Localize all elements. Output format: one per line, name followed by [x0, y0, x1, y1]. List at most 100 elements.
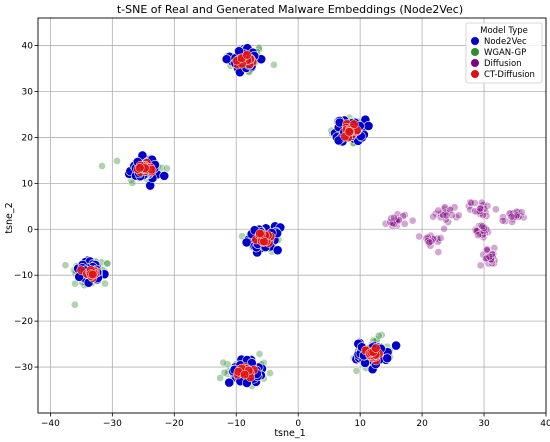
x-tick-label: 30 — [478, 419, 490, 429]
point-wgan-gp — [220, 368, 229, 377]
point-node2vec — [159, 170, 170, 181]
x-axis-label: tsne_1 — [274, 428, 305, 439]
legend-marker-node2vec — [471, 37, 479, 45]
plot-area: −40 −30 −20 −10 0 10 20 30 40 −30 −20 −10 0 10 20 30 40 M… — [14, 17, 550, 429]
point-diffusion — [476, 204, 485, 213]
point-node2vec — [272, 245, 283, 256]
point-diffusion — [476, 210, 484, 218]
point-wgan-gp — [352, 367, 361, 375]
point-diffusion — [472, 227, 481, 235]
point-ct-diffusion — [371, 343, 381, 353]
point-diffusion — [446, 206, 455, 214]
point-diffusion — [425, 238, 434, 247]
x-tick-label: −40 — [41, 419, 60, 429]
point-diffusion — [387, 214, 395, 223]
x-tick-label: 40 — [540, 419, 550, 429]
point-ct-diffusion — [344, 127, 354, 137]
point-diffusion — [455, 211, 463, 220]
point-diffusion — [436, 234, 445, 242]
y-tick-label: 0 — [27, 225, 33, 235]
y-tick-label: 20 — [22, 133, 34, 143]
point-wgan-gp — [377, 331, 386, 339]
y-tick-label: 40 — [22, 42, 34, 52]
point-ct-diffusion — [349, 119, 359, 129]
point-diffusion — [517, 208, 526, 217]
point-wgan-gp — [103, 259, 112, 268]
point-wgan-gp — [128, 179, 137, 187]
point-wgan-gp — [61, 261, 70, 270]
legend-marker-diffusion — [471, 59, 479, 67]
chart-title: t-SNE of Real and Generated Malware Embe… — [117, 3, 463, 16]
point-wgan-gp — [98, 162, 106, 170]
point-ct-diffusion — [135, 163, 145, 173]
point-diffusion — [467, 199, 476, 207]
point-diffusion — [448, 211, 457, 219]
legend-marker-ct-diffusion — [471, 70, 479, 78]
x-tick-label: −10 — [227, 419, 246, 429]
point-diffusion — [466, 205, 475, 214]
point-diffusion — [452, 213, 461, 222]
point-diffusion — [408, 216, 417, 225]
point-diffusion — [483, 245, 492, 254]
y-tick-label: 30 — [22, 87, 34, 97]
point-diffusion — [485, 252, 494, 261]
point-wgan-gp — [216, 374, 225, 382]
plot-frame — [37, 17, 547, 414]
point-wgan-gp — [266, 369, 274, 378]
point-diffusion — [498, 216, 507, 225]
point-diffusion — [478, 222, 487, 231]
point-diffusion — [474, 231, 482, 239]
point-ct-diffusion — [255, 228, 265, 239]
plot-background — [38, 18, 546, 413]
y-tick-label: −20 — [14, 317, 33, 327]
point-node2vec — [382, 353, 393, 364]
x-tick-label: −20 — [165, 419, 184, 429]
point-diffusion — [476, 261, 485, 270]
y-tick-label: 10 — [22, 179, 34, 189]
point-ct-diffusion — [242, 50, 252, 60]
point-diffusion — [440, 224, 448, 233]
point-diffusion — [475, 207, 484, 216]
point-diffusion — [434, 206, 443, 215]
point-diffusion — [399, 212, 407, 220]
point-diffusion — [400, 220, 409, 228]
legend-label: Diffusion — [484, 59, 522, 69]
point-wgan-gp — [70, 300, 79, 309]
point-wgan-gp — [270, 61, 278, 69]
point-diffusion — [441, 215, 450, 224]
point-diffusion — [450, 203, 459, 212]
point-diffusion — [482, 245, 491, 254]
point-ct-diffusion — [239, 369, 250, 380]
point-wgan-gp — [101, 279, 109, 288]
point-node2vec — [363, 121, 374, 131]
point-diffusion — [415, 232, 423, 241]
point-diffusion — [501, 217, 510, 225]
point-diffusion — [427, 237, 436, 246]
legend-label: CT-Diffusion — [484, 70, 535, 80]
point-diffusion — [507, 212, 516, 221]
point-node2vec — [224, 377, 235, 388]
point-wgan-gp — [255, 43, 263, 52]
point-diffusion — [390, 213, 398, 222]
legend-box — [465, 22, 543, 84]
point-diffusion — [491, 205, 500, 214]
legend-marker-wgan-gp — [471, 48, 479, 56]
point-wgan-gp — [219, 358, 228, 367]
y-tick-label: −10 — [14, 271, 33, 281]
x-tick-label: 10 — [354, 419, 366, 429]
point-wgan-gp — [113, 157, 121, 165]
y-axis-label: tsne_2 — [4, 202, 15, 233]
point-diffusion — [434, 248, 443, 256]
x-tick-label: −30 — [103, 419, 122, 429]
x-tick-label: 20 — [416, 419, 428, 429]
point-diffusion — [442, 211, 451, 220]
x-tick-label: 0 — [295, 419, 301, 429]
point-ct-diffusion — [88, 269, 98, 280]
legend-label: Node2Vec — [484, 37, 527, 47]
legend-label: WGAN-GP — [484, 48, 526, 58]
point-wgan-gp — [374, 331, 383, 340]
point-node2vec — [241, 237, 252, 248]
point-diffusion — [429, 212, 438, 221]
point-wgan-gp — [163, 164, 171, 173]
